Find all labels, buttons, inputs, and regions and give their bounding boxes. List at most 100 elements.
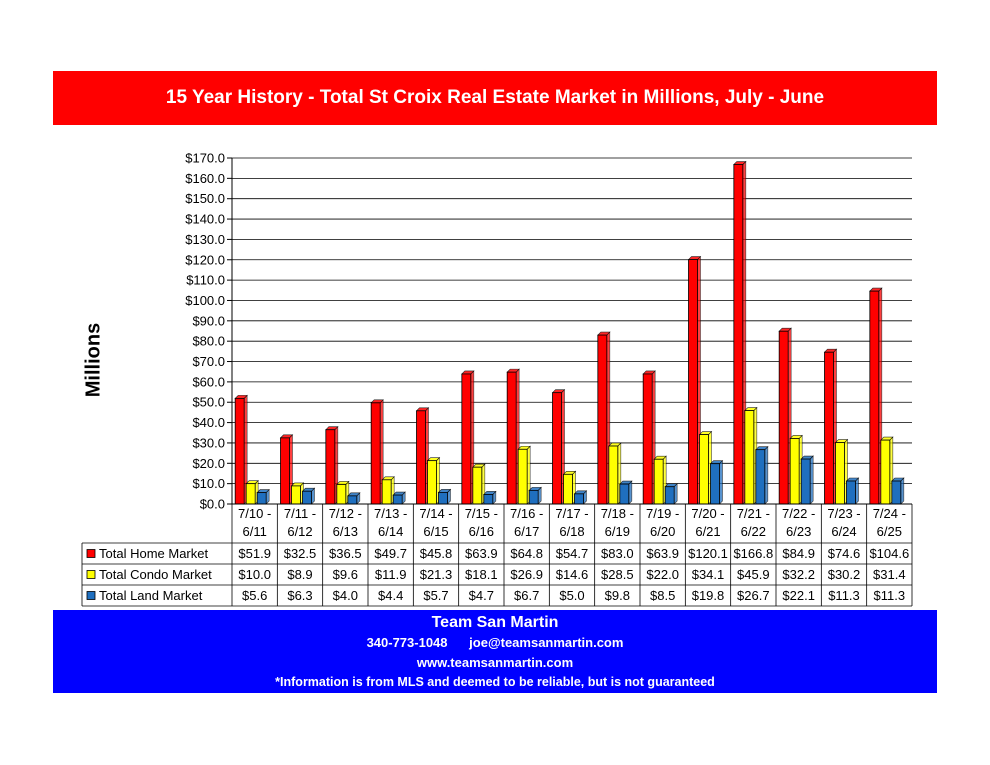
x-tick-label: 6/22	[741, 524, 766, 539]
x-tick-label: 6/14	[378, 524, 403, 539]
bar	[347, 495, 358, 505]
bar	[710, 463, 720, 505]
data-label: $54.7	[556, 546, 589, 561]
y-tick-label: $10.0	[192, 476, 225, 491]
data-label: $11.3	[828, 588, 860, 603]
bar-side	[809, 455, 814, 505]
data-label: $10.0	[238, 567, 271, 582]
x-tick-label: 7/12 -	[329, 506, 362, 521]
x-tick-label: 6/19	[605, 524, 630, 539]
data-label: $51.9	[238, 546, 271, 561]
bar	[461, 373, 472, 505]
bar-side	[900, 477, 905, 505]
bar	[642, 373, 653, 505]
data-label: $6.3	[287, 588, 312, 603]
phone-number: 340-773-1048	[366, 635, 448, 650]
x-tick-label: 7/24 -	[873, 506, 906, 521]
website-link: www.teamsanmartin.com	[416, 655, 574, 670]
bar	[789, 438, 800, 505]
y-tick-label: $0.0	[200, 497, 225, 512]
data-label: $9.8	[605, 588, 630, 603]
bar	[824, 351, 834, 505]
bar	[653, 458, 664, 505]
y-tick-label: $30.0	[192, 435, 225, 450]
x-tick-label: 7/11 -	[284, 506, 316, 521]
bar	[846, 480, 856, 505]
data-label: $28.5	[601, 567, 634, 582]
footer-banner: Team San Martin 340-773-1048 joe@teamsan…	[53, 610, 937, 693]
bar	[552, 392, 562, 505]
bar	[563, 473, 573, 505]
legend-key	[86, 549, 96, 558]
bar	[416, 410, 426, 505]
data-label: $36.5	[329, 546, 362, 561]
bar	[438, 491, 448, 505]
bar	[733, 164, 744, 505]
y-tick-label: $100.0	[185, 293, 225, 308]
y-tick-label: $120.0	[185, 252, 225, 267]
bar	[517, 448, 528, 505]
data-label: $49.7	[374, 546, 407, 561]
y-tick-label: $140.0	[185, 212, 225, 227]
bar	[291, 485, 301, 505]
data-label: $6.7	[514, 588, 539, 603]
bar-side	[719, 459, 723, 505]
x-tick-label: 6/12	[287, 524, 312, 539]
y-tick-label: $90.0	[192, 313, 225, 328]
y-tick-label: $160.0	[185, 171, 225, 186]
data-label: $120.1	[688, 546, 728, 561]
bar	[835, 442, 845, 505]
x-tick-label: 7/20 -	[691, 506, 724, 521]
bar	[688, 259, 698, 505]
legend-key	[86, 570, 96, 579]
data-label: $26.9	[510, 567, 543, 582]
bar	[574, 493, 584, 505]
bar	[699, 434, 709, 505]
chart-title-banner: 15 Year History - Total St Croix Real Es…	[53, 71, 937, 125]
data-label: $31.4	[873, 567, 906, 582]
x-tick-label: 6/25	[877, 524, 902, 539]
bar	[880, 439, 891, 505]
y-tick-label: $110.0	[186, 273, 225, 288]
data-label: $26.7	[737, 588, 770, 603]
bar	[891, 480, 902, 505]
data-label: $5.0	[559, 588, 584, 603]
bar	[234, 397, 245, 505]
bar	[336, 484, 347, 505]
bar	[778, 330, 789, 505]
x-tick-label: 7/15 -	[465, 506, 498, 521]
bar	[800, 458, 811, 505]
bar	[302, 490, 312, 505]
data-label: $11.3	[874, 588, 906, 603]
y-tick-label: $20.0	[192, 456, 225, 471]
data-label: $34.1	[692, 567, 725, 582]
data-label: $5.7	[423, 588, 448, 603]
bar	[528, 489, 539, 505]
bar	[381, 479, 392, 505]
x-tick-label: 6/13	[333, 524, 358, 539]
chart-title: 15 Year History - Total St Croix Real Es…	[165, 87, 825, 108]
data-label: $64.8	[510, 546, 543, 561]
data-label: $14.6	[556, 567, 589, 582]
x-tick-label: 6/18	[559, 524, 584, 539]
legend-label: Total Home Market	[99, 546, 208, 561]
bar	[744, 410, 755, 505]
x-tick-label: 6/23	[786, 524, 811, 539]
data-label: $45.8	[420, 546, 453, 561]
data-label: $166.8	[733, 546, 773, 561]
data-label: $45.9	[737, 567, 770, 582]
data-label: $9.6	[333, 567, 358, 582]
x-tick-label: 7/23 -	[827, 506, 860, 521]
legend-key	[86, 591, 96, 600]
x-tick-label: 7/21 -	[737, 506, 770, 521]
x-tick-label: 6/21	[695, 524, 720, 539]
x-tick-label: 7/16 -	[510, 506, 543, 521]
x-tick-label: 7/14 -	[419, 506, 452, 521]
data-label: $104.6	[869, 546, 909, 561]
x-tick-label: 6/24	[831, 524, 856, 539]
bar-side	[855, 477, 859, 505]
bar	[245, 483, 256, 505]
y-tick-label: $60.0	[192, 374, 225, 389]
data-label: $18.1	[465, 567, 498, 582]
